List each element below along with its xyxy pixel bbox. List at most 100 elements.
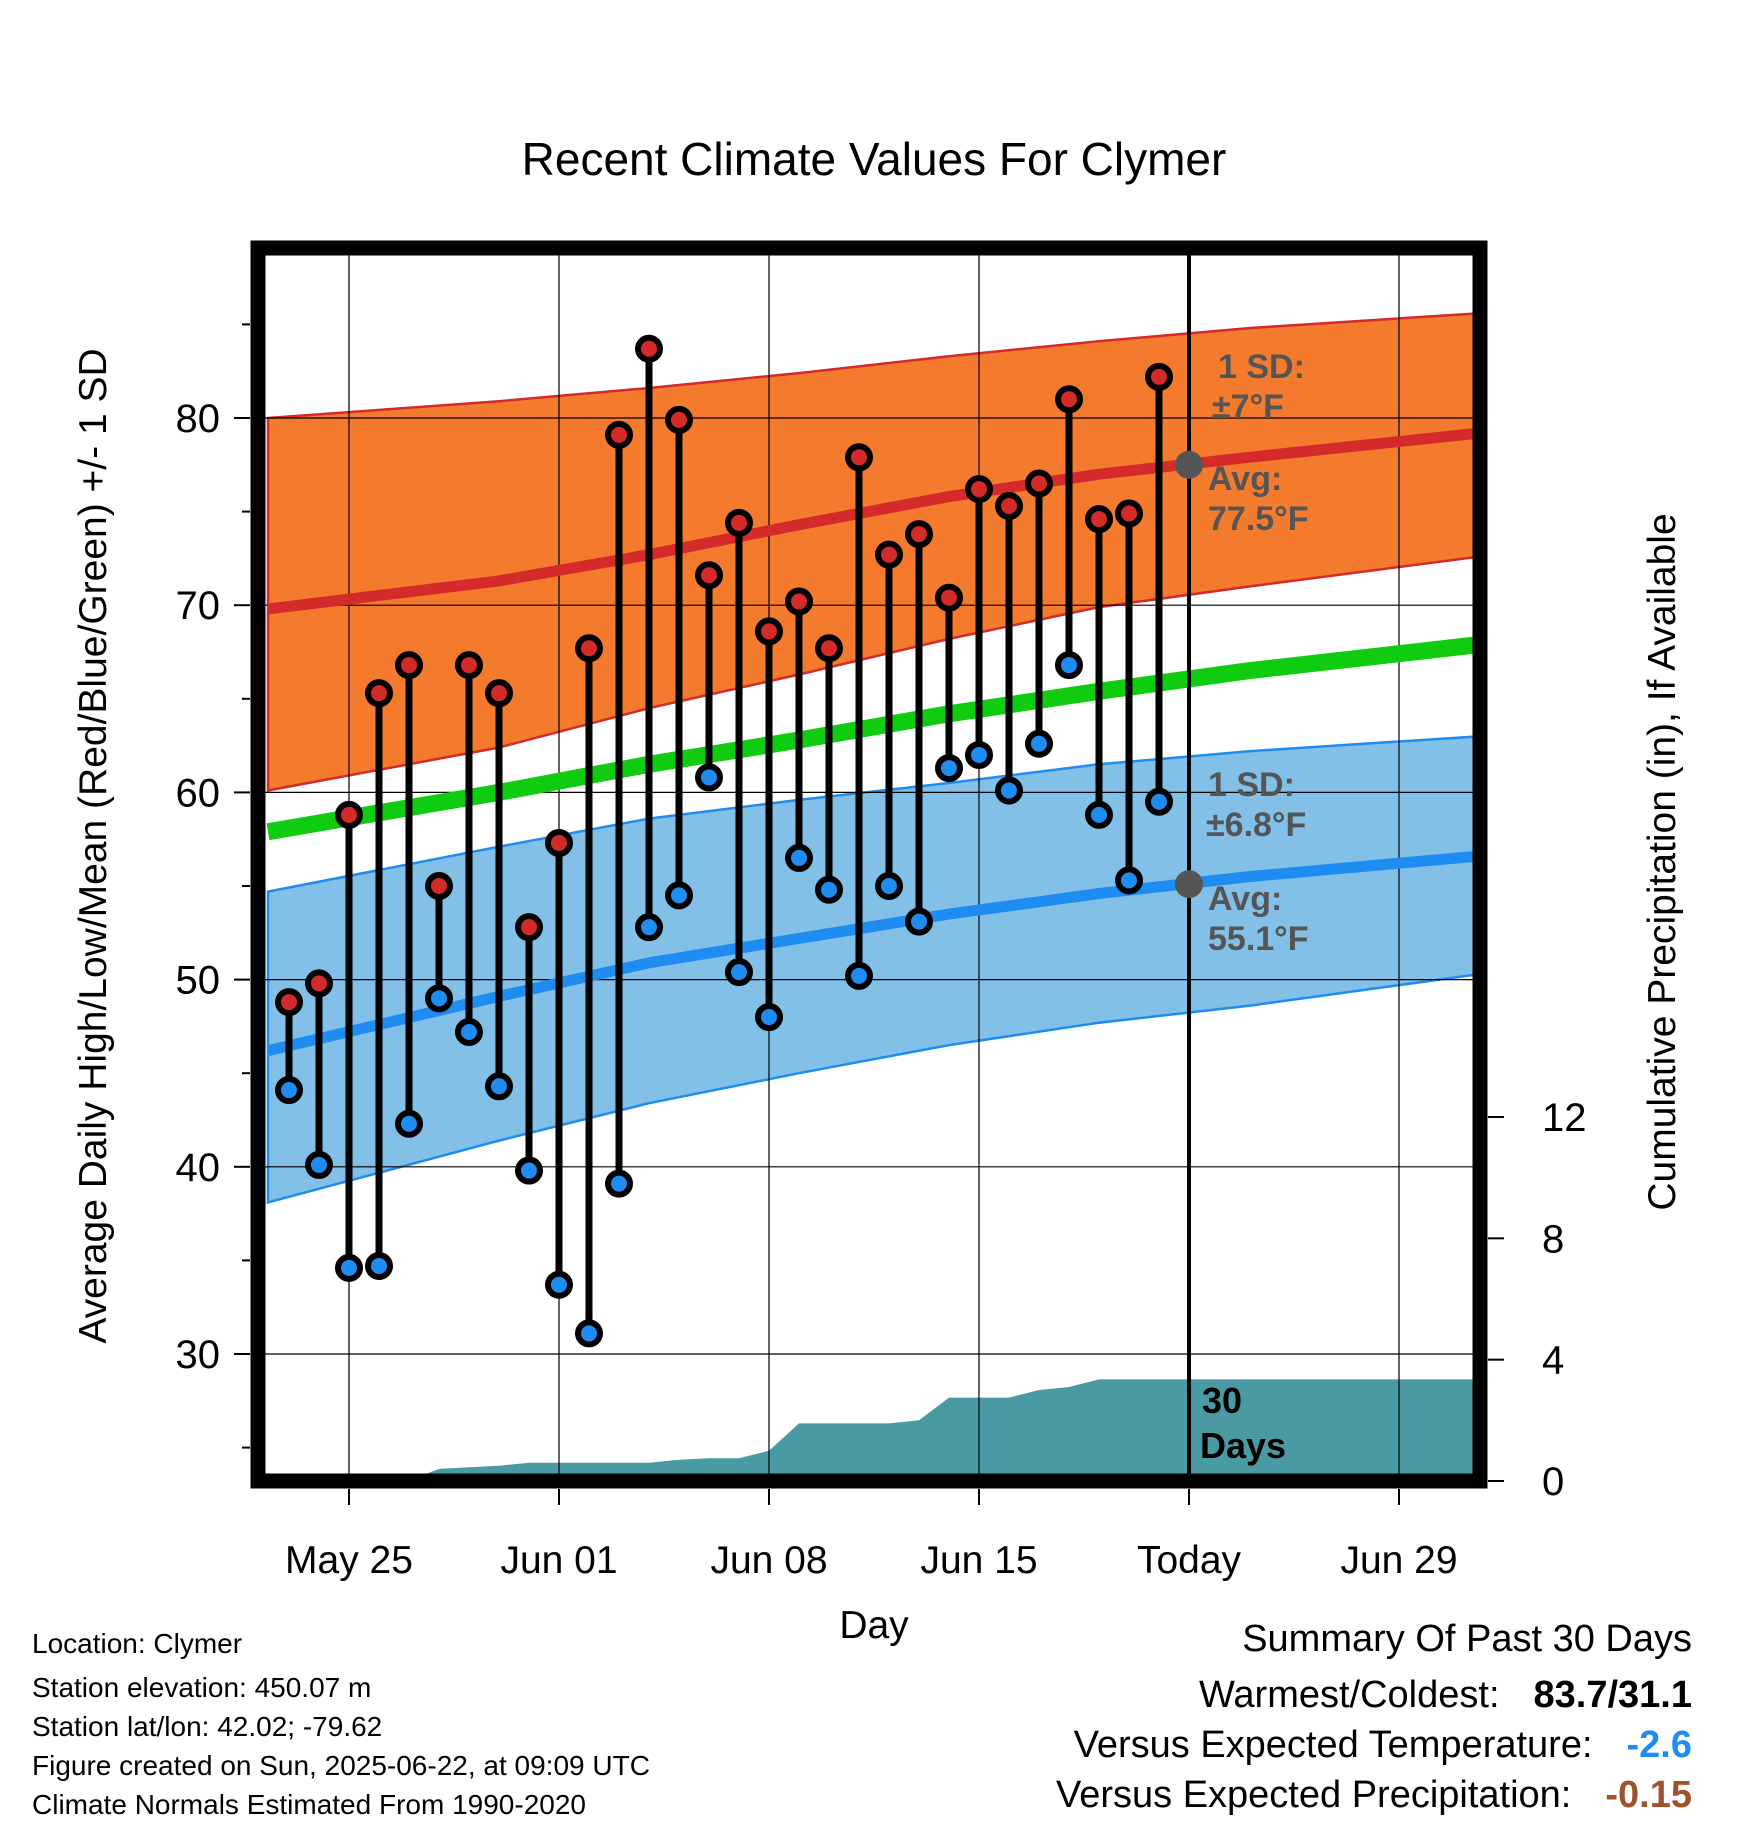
daily-low-point: [605, 1169, 633, 1198]
daily-high-point: [485, 679, 513, 708]
daily-low-point: [1115, 866, 1143, 895]
daily-low-point: [815, 875, 843, 904]
daily-high-point: [395, 651, 423, 680]
high-sd-value: ±7°F: [1212, 388, 1284, 426]
daily-low-point: [485, 1072, 513, 1101]
daily-high-point: [665, 405, 693, 434]
daily-high-point: [785, 587, 813, 616]
daily-low-point: [905, 907, 933, 936]
days-count-label: 30: [1202, 1380, 1242, 1421]
x-tick-label: Jun 15: [920, 1539, 1037, 1582]
daily-low-point: [365, 1252, 393, 1281]
daily-high-point: [1055, 385, 1083, 414]
versus-precip-value: -0.15: [1605, 1774, 1692, 1816]
y2-tick-label: 8: [1542, 1217, 1564, 1261]
versus-temp-value: -2.6: [1626, 1724, 1692, 1766]
chart-title: Recent Climate Values For Clymer: [522, 133, 1227, 185]
low-avg-value: 55.1°F: [1208, 920, 1309, 958]
daily-high-point: [935, 583, 963, 612]
high-avg-value: 77.5°F: [1208, 500, 1309, 538]
daily-high-point: [455, 651, 483, 680]
daily-low-point: [935, 754, 963, 783]
precip-area: [268, 1379, 1480, 1481]
high-avg-label: Avg:: [1208, 460, 1282, 498]
daily-low-point: [1025, 729, 1053, 758]
normal-mean-line: [266, 636, 1480, 841]
daily-high-point: [755, 617, 783, 646]
warmest-value: 83.7/31.1: [1533, 1674, 1692, 1716]
y-tick-label: 30: [176, 1333, 221, 1377]
daily-high-point: [275, 988, 303, 1017]
daily-high-point: [545, 828, 573, 857]
y2-tick-label: 0: [1542, 1460, 1564, 1504]
daily-high-point: [635, 334, 663, 363]
low-sd-band: [266, 734, 1480, 1205]
daily-low-point: [635, 913, 663, 942]
daily-low-point: [965, 740, 993, 769]
x-axis-label: Day: [839, 1604, 909, 1647]
today-high-avg-marker: [1175, 450, 1203, 479]
x-tick-label: Jun 01: [500, 1539, 617, 1582]
summary-precip-row: Versus Expected Precipitation: -0.15: [1056, 1774, 1692, 1817]
daily-low-point: [995, 776, 1023, 805]
low-avg-label: Avg:: [1208, 880, 1282, 918]
summary-title: Summary Of Past 30 Days: [1242, 1618, 1692, 1660]
normal-high-line: [267, 427, 1480, 615]
daily-low-point: [1145, 787, 1173, 816]
daily-low-point: [515, 1156, 543, 1185]
y2-tick-label: 12: [1542, 1096, 1587, 1140]
daily-low-point: [335, 1253, 363, 1282]
x-tick-label: Today: [1137, 1539, 1242, 1582]
daily-low-point: [695, 763, 723, 792]
daily-high-point: [695, 561, 723, 590]
y-tick-label: 80: [176, 397, 221, 441]
daily-high-point: [575, 634, 603, 663]
daily-high-point: [965, 475, 993, 504]
y2-tick-label: 4: [1542, 1339, 1564, 1383]
high-sd-label: 1 SD:: [1218, 348, 1305, 386]
y-tick-label: 70: [176, 584, 221, 628]
daily-high-point: [995, 491, 1023, 520]
daily-low-point: [275, 1076, 303, 1105]
versus-temp-label: Versus Expected Temperature:: [1073, 1724, 1593, 1766]
daily-high-point: [1145, 362, 1173, 391]
high-sd-band: [266, 311, 1480, 793]
days-word-label: Days: [1200, 1425, 1286, 1466]
daily-high-point: [905, 520, 933, 549]
x-tick-label: Jun 08: [710, 1539, 827, 1582]
daily-low-point: [455, 1018, 483, 1047]
low-sd-value: ±6.8°F: [1206, 806, 1306, 844]
x-tick-label: May 25: [285, 1539, 413, 1582]
daily-low-point: [1085, 800, 1113, 829]
summary-warmest-row: Warmest/Coldest: 83.7/31.1: [1199, 1674, 1692, 1717]
daily-low-point: [845, 961, 873, 990]
versus-precip-label: Versus Expected Precipitation:: [1055, 1774, 1572, 1816]
plot-inner: [258, 248, 1480, 1481]
y-tick-label: 50: [176, 959, 221, 1003]
daily-high-point: [305, 969, 333, 998]
daily-low-point: [1055, 651, 1083, 680]
daily-low-point: [725, 958, 753, 987]
daily-high-point: [605, 420, 633, 449]
daily-high-point: [425, 872, 453, 900]
today-low-avg-marker: [1175, 870, 1203, 899]
daily-low-point: [665, 881, 693, 910]
daily-low-point: [395, 1109, 423, 1138]
daily-low-point: [575, 1319, 603, 1348]
daily-low-point: [785, 843, 813, 872]
y2-axis-label: Cumulative Precipitation (in), If Availa…: [1641, 513, 1684, 1210]
low-sd-label: 1 SD:: [1208, 766, 1295, 804]
daily-high-point: [1025, 469, 1053, 498]
plot-frame: [250, 240, 1488, 1489]
daily-low-point: [875, 872, 903, 900]
latlon-text: Station lat/lon: 42.02; -79.62: [32, 1711, 383, 1742]
daily-high-point: [515, 913, 543, 942]
daily-low-point: [305, 1150, 333, 1179]
created-text: Figure created on Sun, 2025-06-22, at 09…: [32, 1750, 650, 1781]
daily-high-point: [335, 800, 363, 829]
normal-low-line: [266, 850, 1480, 1057]
daily-low-point: [545, 1270, 573, 1299]
daily-low-point: [755, 1003, 783, 1032]
